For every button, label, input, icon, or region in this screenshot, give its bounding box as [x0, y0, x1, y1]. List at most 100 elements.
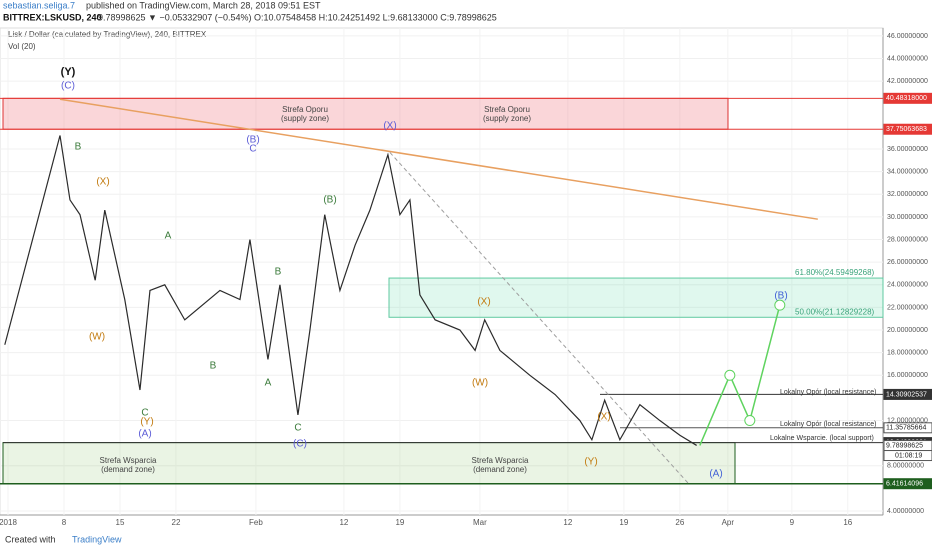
wave-label: A [265, 378, 272, 389]
y-tick-label: 34.00000000 [887, 169, 928, 176]
y-tick-label: 32.00000000 [887, 191, 928, 198]
wave-label: (X) [597, 412, 610, 423]
zone-subtitle: (supply zone) [483, 114, 531, 123]
trendline [59, 98, 818, 220]
wave-label: C [249, 144, 256, 155]
plot-area [0, 27, 884, 516]
wave-label: (A) [138, 429, 151, 440]
x-tick-label: 16 [843, 518, 852, 527]
demand-zone [2, 442, 736, 485]
x-tick-label: 12 [563, 518, 572, 527]
wave-label: (A) [709, 469, 722, 480]
zone-subtitle: (supply zone) [281, 114, 329, 123]
wave-label: (Y) [61, 66, 76, 78]
x-tick-label: Feb [249, 518, 263, 527]
wave-label: C [141, 408, 148, 419]
wave-label: B [210, 361, 217, 372]
wave-label: B [75, 142, 82, 153]
countdown: 01:08:19 [895, 452, 922, 459]
fib-label: 50.00%(21.12829228) [795, 307, 875, 316]
published: published on TradingView.com, March 28, … [86, 0, 321, 10]
y-tick-label: 36.00000000 [887, 146, 928, 153]
wave-label: B [275, 267, 282, 278]
dashed-line [389, 152, 691, 486]
y-tick-label: 26.00000000 [887, 259, 928, 266]
wave-label: (W) [89, 332, 105, 343]
y-tick-label: 4.00000000 [887, 508, 924, 515]
y-tick-label: 22.00000000 [887, 304, 928, 311]
wave-label: (B) [323, 195, 336, 206]
price-line [4, 135, 697, 446]
fib-zone [388, 277, 884, 318]
author: sebastian.seliga.7 [3, 0, 75, 10]
wave-label: A [165, 231, 172, 242]
wave-label: (B) [774, 291, 787, 302]
y-tick-label: 30.00000000 [887, 214, 928, 221]
projection-node [724, 369, 736, 381]
x-tick-label: 12 [339, 518, 348, 527]
quote: 9.78998625 ▼ −0.05332907 (−0.54%) O:10.0… [98, 12, 497, 22]
countdown-box [883, 450, 932, 462]
price-label: 9.78998625 [886, 442, 923, 449]
wave-label: (Y) [584, 457, 597, 468]
zone-title: Strefa Oporu [484, 105, 530, 114]
price-label: 14.30902537 [886, 391, 927, 398]
wave-label: (Y) [140, 417, 153, 428]
zone-title: Strefa Oporu [282, 105, 328, 114]
footer-created: Created with [5, 534, 56, 544]
symbol: BITTREX:LSKUSD, 240 [3, 12, 102, 22]
x-tick-label: Mar [473, 518, 487, 527]
wave-label: (X) [96, 177, 109, 188]
y-tick-label: 42.00000000 [887, 78, 928, 85]
x-tick-label: 26 [675, 518, 684, 527]
wave-label: (X) [383, 121, 396, 132]
price-label-box [883, 123, 932, 135]
level-text: Lokalny Opór (local resistance) [780, 421, 877, 428]
price-label: 11.35785664 [886, 425, 926, 432]
supply-zone [2, 97, 729, 130]
wave-label: C [294, 423, 301, 434]
chart-subtitle: Vol (20) [8, 42, 36, 51]
price-label-box [883, 422, 932, 434]
zone-subtitle: (demand zone) [473, 465, 527, 474]
price-label-box [883, 388, 932, 400]
wave-label: (X) [477, 297, 490, 308]
projection [699, 304, 781, 446]
x-tick-label: Apr [722, 518, 735, 527]
x-tick-label: 15 [116, 518, 125, 527]
level-text: Lokalne Wsparcie. (local support) [770, 435, 874, 442]
zone-title: Strefa Wsparcia [472, 456, 529, 465]
price-label: 37.75063683 [886, 126, 927, 133]
y-tick-label: 12.00000000 [887, 417, 928, 424]
zone-title: Strefa Wsparcia [100, 456, 157, 465]
x-tick-label: 19 [619, 518, 628, 527]
y-tick-label: 8.00000000 [887, 463, 924, 470]
y-tick-label: 28.00000000 [887, 236, 928, 243]
layer: 46.00000000 44.00000000 42.00000000 36.0000… [0, 28, 932, 527]
chart-title: Lisk / Dollar (calculated by TradingView… [8, 30, 207, 39]
price-label: 6.41614096 [886, 481, 923, 488]
footer-brand: TradingView [72, 534, 122, 544]
y-tick-label: 16.00000000 [887, 372, 928, 379]
projection-node [774, 299, 786, 311]
y-tick-label: 46.00000000 [887, 33, 928, 40]
x-tick-label: 19 [395, 518, 404, 527]
y-tick-label: 20.00000000 [887, 327, 928, 334]
x-tick-label: 2018 [0, 518, 17, 527]
projection-node [744, 415, 756, 427]
wave-label: (W) [472, 378, 488, 389]
x-tick-label: 22 [172, 518, 181, 527]
fib-label: 61.80%(24.59499268) [795, 268, 875, 277]
level-text: Lokalny Opór (local resistance) [780, 389, 877, 396]
wave-label: (C) [61, 81, 75, 92]
x-tick-label: 9 [790, 518, 795, 527]
y-tick-label: 24.00000000 [887, 282, 928, 289]
wave-label: (B) [246, 135, 259, 146]
price-label: 40.48318000 [886, 95, 927, 102]
wave-label: (C) [293, 439, 307, 450]
x-tick-label: 8 [62, 518, 67, 527]
zone-subtitle: (demand zone) [101, 465, 155, 474]
price-label-box [883, 478, 932, 490]
